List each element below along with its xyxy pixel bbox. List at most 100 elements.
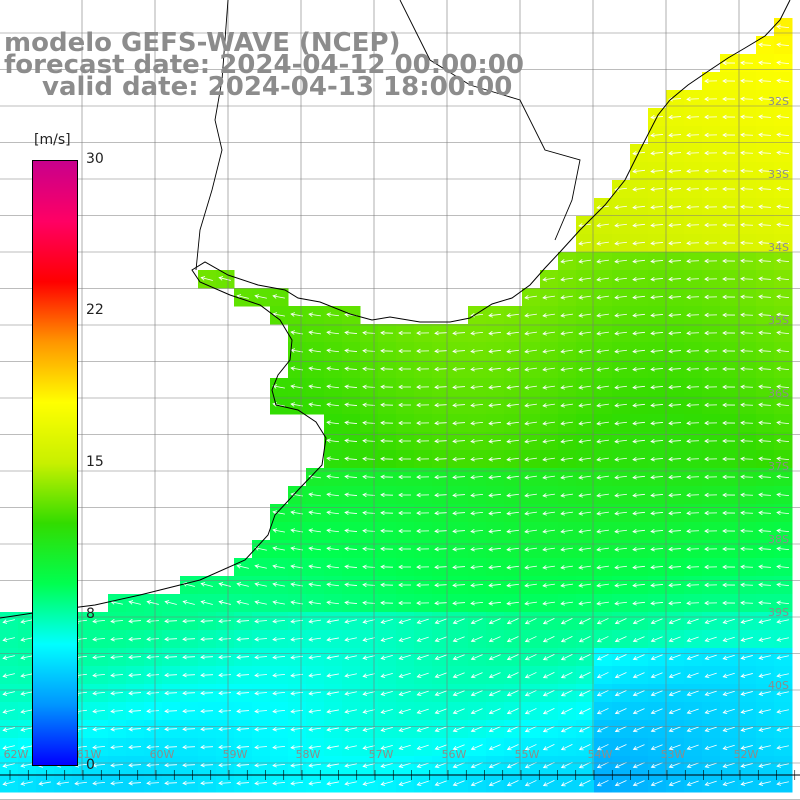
wind-arrow-head [452,348,457,354]
wind-arrow [776,602,790,604]
wind-arrow-head [290,600,296,605]
wind-arrow [543,529,555,533]
wind-arrow [579,583,591,587]
wind-arrow-head [704,366,709,372]
wind-arrow [776,242,790,244]
wind-arrow-head [182,762,187,768]
wind-arrow-head [398,564,403,570]
wind-arrow [128,746,142,748]
wind-arrow-head [218,780,223,786]
wind-arrow [128,620,142,622]
wind-arrow-head [344,691,350,696]
wind-arrow [650,386,664,388]
wind-arrow-head [650,186,655,192]
wind-arrow-head [632,187,637,192]
latitude-label: 32S [768,95,789,108]
wind-arrow-head [236,708,241,714]
wind-arrow [200,728,214,730]
wind-arrow [543,277,555,281]
wind-arrow-head [722,673,728,678]
wind-arrow [381,637,393,641]
wind-arrow-head [776,528,781,533]
wind-arrow [632,385,646,389]
wind-arrow [561,475,573,479]
wind-arrow [309,547,321,551]
wind-arrow [543,636,555,642]
wind-arrow-head [218,672,223,678]
wind-arrow-head [632,439,637,444]
wind-arrow-head [668,132,673,138]
wind-arrow-head [380,384,385,390]
wind-arrow [777,763,789,767]
wind-arrow-head [434,709,440,715]
wind-arrow-head [596,710,602,715]
wind-arrow-head [524,313,529,318]
wind-arrow-head [524,367,529,372]
wind-arrow-head [650,132,655,138]
wind-arrow-head [722,330,727,336]
wind-arrow [470,602,484,604]
wind-arrow-head [776,222,781,227]
wind-arrow [200,692,214,694]
wind-arrow [488,367,502,371]
wind-arrow [201,277,213,281]
wind-arrow-head [488,583,493,588]
longitude-label: 55W [515,748,540,761]
wind-arrow [650,494,664,496]
wind-arrow [344,476,358,478]
wind-arrow [597,421,609,425]
wind-arrow [255,295,267,299]
latitude-label: 38S [768,533,789,546]
wind-arrow-head [416,655,422,661]
wind-arrow [632,403,646,407]
wind-arrow [200,620,214,622]
wind-arrow-head [758,78,763,84]
wind-arrow-head [650,312,655,318]
wind-arrow-head [614,710,620,715]
wind-arrow [363,619,375,623]
wind-arrow-head [488,601,493,606]
wind-arrow [650,548,664,550]
wind-arrow-head [326,637,332,642]
wind-arrow-head [560,710,566,715]
wind-arrow-head [434,492,439,498]
wind-arrow [525,547,537,551]
wind-arrow-head [362,456,367,462]
wind-arrow [650,314,664,316]
wind-arrow-head [200,780,205,786]
wind-arrow [579,277,591,281]
wind-arrow-head [380,600,385,606]
wind-arrow [254,746,268,748]
wind-arrow-head [650,763,656,769]
wind-arrow-head [776,582,781,587]
wind-arrow-head [632,259,637,264]
wind-arrow [309,313,321,317]
wind-arrow-head [308,312,313,317]
wind-arrow-head [254,690,259,696]
wind-arrow-head [704,168,709,174]
wind-arrow [579,529,591,533]
wind-arrow-head [686,204,691,210]
wind-arrow-head [470,619,476,625]
wind-arrow [668,152,682,154]
wind-arrow-head [686,294,691,300]
wind-arrow-head [146,708,151,714]
wind-arrow-head [758,492,763,498]
wind-arrow-head [344,763,350,768]
wind-arrow [651,618,663,624]
wind-arrow-head [668,492,673,498]
wind-arrow-head [722,474,727,480]
wind-arrow-head [398,655,404,660]
wind-arrow [579,780,591,786]
wind-arrow-head [272,312,278,317]
wind-arrow [687,744,699,750]
wind-arrow-head [650,294,655,300]
wind-arrow-head [218,276,224,281]
wind-arrow [381,745,393,749]
wind-arrow-head [434,420,439,426]
wind-arrow-head [290,402,296,407]
wind-arrow-head [326,655,332,660]
wind-arrow [255,583,267,587]
wind-arrow [506,385,520,389]
wind-arrow-head [434,582,439,588]
